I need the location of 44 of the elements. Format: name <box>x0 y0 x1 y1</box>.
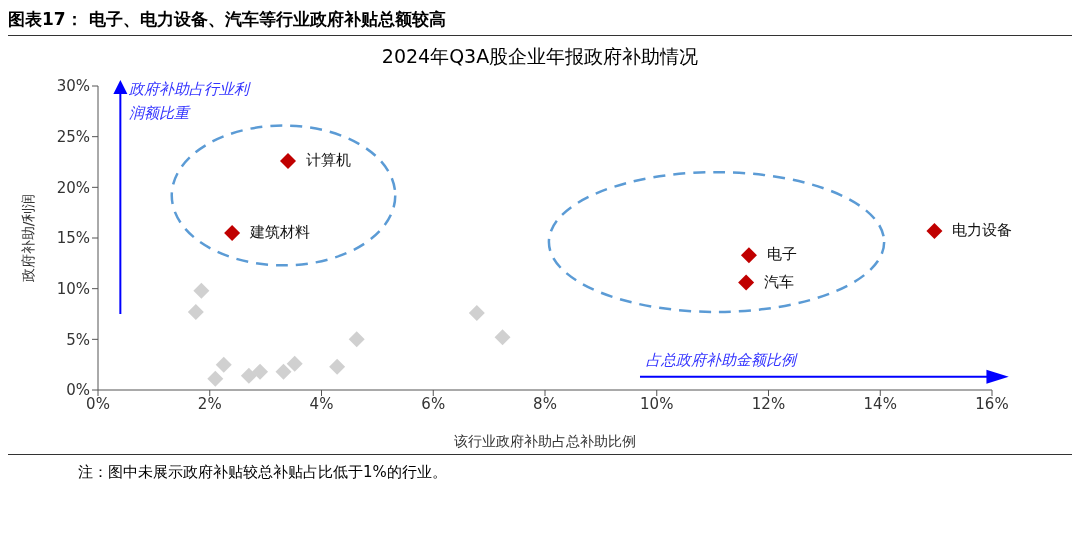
y-tick-label: 20% <box>56 178 90 197</box>
y-tick-label: 25% <box>56 127 90 146</box>
annotation: 计算机 <box>305 150 351 170</box>
point <box>329 358 346 375</box>
point <box>494 329 511 346</box>
x-tick-label: 8% <box>533 394 557 413</box>
annotation: 汽车 <box>764 272 795 292</box>
point <box>187 303 204 320</box>
annotation: 占总政府补助金额比例 <box>645 351 796 371</box>
point <box>224 224 241 241</box>
y-tick-label: 15% <box>56 229 90 248</box>
point <box>926 222 943 239</box>
x-tick-label: 6% <box>421 394 446 413</box>
y-tick-label: 5% <box>66 330 90 349</box>
annotation: 电子 <box>766 245 797 265</box>
point <box>275 363 292 380</box>
point <box>738 274 755 291</box>
x-tick-label: 14% <box>863 394 897 413</box>
x-tick-label: 10% <box>640 394 674 413</box>
annotation: 政府补助占行业利润额比重 <box>128 78 249 124</box>
y-tick-label: 30% <box>56 77 90 96</box>
x-tick-label: 12% <box>751 394 786 413</box>
chart-title: 图表17： 电子、电力设备、汽车等行业政府补贴总额较高 <box>8 8 1072 36</box>
point <box>207 370 224 387</box>
point <box>286 355 303 372</box>
x-tick-label: 4% <box>309 394 334 413</box>
point <box>240 367 257 384</box>
annotation: 电力设备 <box>952 220 1013 240</box>
point <box>740 247 757 264</box>
chart-subtitle: 2024年Q3A股企业年报政府补助情况 <box>380 44 700 69</box>
x-tick-label: 0% <box>86 394 110 413</box>
point <box>215 356 232 373</box>
annotation: 建筑材料 <box>250 222 311 242</box>
x-axis-title: 该行业政府补助占总补助比例 <box>454 433 636 449</box>
y-axis-title: 政府补助/利润 <box>19 193 36 283</box>
point <box>348 331 365 348</box>
x-tick-label: 16% <box>975 394 1009 413</box>
point <box>193 282 210 299</box>
x-tick-label: 2% <box>197 394 222 413</box>
text: 注：图中未展示政府补贴较总补贴占比低于1%的行业。 <box>8 454 1072 482</box>
point <box>468 304 485 321</box>
point <box>279 152 296 169</box>
point <box>252 363 269 380</box>
y-tick-label: 10% <box>56 279 90 298</box>
